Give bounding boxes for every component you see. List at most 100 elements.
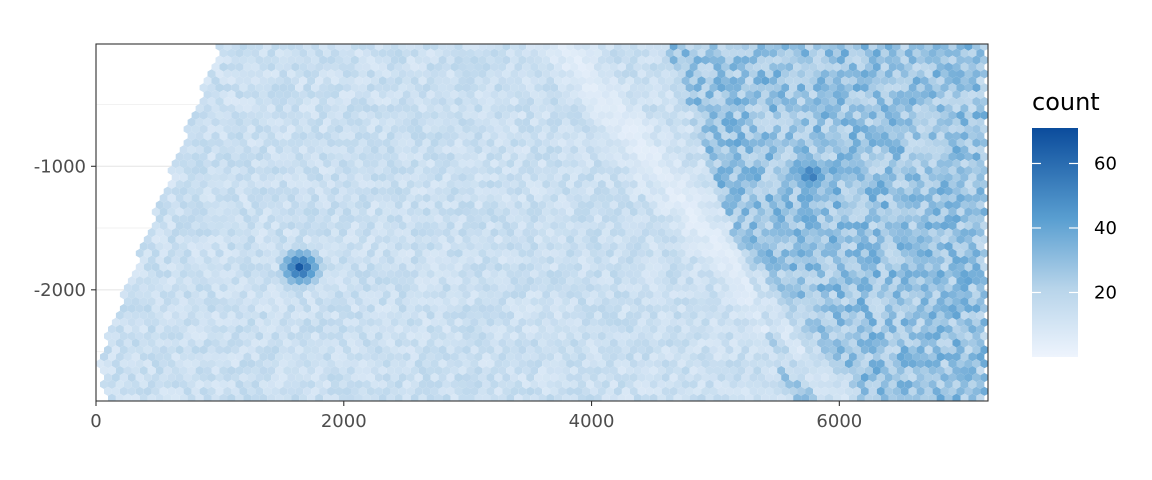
hex-cell	[637, 359, 646, 369]
hex-cell	[458, 366, 467, 376]
hex-cell	[617, 159, 626, 169]
hex-cell	[406, 165, 415, 176]
hex-cell	[609, 297, 618, 307]
hex-cell	[450, 366, 459, 376]
hex-cell	[542, 303, 551, 314]
hex-cell	[621, 317, 630, 327]
hex-cell	[868, 124, 877, 134]
hex-cell	[872, 200, 881, 210]
hex-cell	[944, 297, 953, 307]
hex-cell	[821, 83, 829, 93]
hex-cell	[633, 172, 642, 182]
hex-cell	[912, 90, 921, 100]
hex-cell	[617, 172, 626, 182]
hex-cell	[179, 159, 188, 169]
hex-cell	[912, 338, 921, 348]
hex-cell	[191, 248, 200, 258]
hex-cell	[295, 165, 304, 176]
hex-cell	[358, 262, 367, 272]
hex-cell	[147, 255, 156, 265]
hex-cell	[454, 179, 463, 189]
hex-cell	[287, 193, 296, 203]
hex-cell	[956, 138, 965, 148]
hex-cell	[271, 317, 280, 327]
hex-cell	[960, 310, 969, 320]
hex-cell	[653, 69, 662, 79]
hex-cell	[697, 241, 706, 251]
hex-cell	[498, 352, 507, 362]
hex-cell	[936, 228, 945, 238]
hex-cell	[876, 165, 885, 176]
hex-cell	[239, 55, 248, 65]
hex-cell	[514, 76, 523, 86]
hex-cell	[450, 214, 459, 224]
hex-cell	[295, 193, 304, 203]
hex-cell	[319, 110, 328, 120]
hex-cell	[498, 200, 507, 210]
hex-cell	[199, 96, 208, 107]
hex-cell	[797, 138, 806, 148]
hex-cell	[291, 62, 300, 72]
hex-cell	[315, 352, 324, 362]
hex-cell	[287, 165, 296, 176]
hex-cell	[713, 255, 722, 265]
hex-cell	[669, 234, 678, 245]
hex-cell	[203, 241, 212, 251]
hex-cell	[709, 345, 718, 355]
hex-cell	[685, 248, 694, 258]
hex-cell	[685, 303, 694, 314]
hex-cell	[920, 269, 929, 279]
hex-cell	[781, 110, 790, 120]
hex-cell	[283, 48, 292, 58]
hex-cell	[335, 331, 343, 341]
hex-cell	[621, 331, 630, 341]
hex-cell	[745, 255, 754, 265]
hex-cell	[749, 83, 758, 93]
hex-cell	[390, 83, 399, 93]
hex-cell	[327, 221, 335, 231]
hex-cell	[590, 110, 598, 120]
hex-cell	[749, 152, 758, 162]
hex-cell	[534, 69, 543, 79]
hex-cell	[426, 48, 435, 58]
hex-cell	[450, 145, 459, 155]
hex-cell	[566, 44, 574, 51]
hex-cell	[335, 55, 343, 65]
hex-cell	[733, 55, 742, 65]
hex-cell	[227, 228, 236, 238]
hex-cell	[191, 345, 200, 355]
hex-cell	[323, 186, 331, 196]
hex-cell	[538, 48, 547, 58]
hex-cell	[833, 269, 841, 279]
hex-cell	[534, 345, 543, 355]
hex-cell	[462, 165, 471, 176]
hex-cell	[434, 241, 443, 251]
hex-cell	[960, 117, 969, 127]
hex-cell	[562, 338, 571, 348]
hex-cell	[805, 248, 814, 258]
hex-cell	[382, 317, 391, 327]
hex-cell	[833, 103, 841, 113]
hex-cell	[482, 324, 491, 334]
hex-cell	[251, 48, 260, 58]
hex-cell	[175, 165, 184, 176]
hex-cell	[705, 90, 714, 100]
hex-cell	[159, 234, 168, 245]
hex-cell	[422, 359, 431, 369]
hex-cell	[299, 297, 308, 307]
hex-cell	[498, 214, 507, 224]
hex-cell	[195, 269, 204, 279]
hex-cell	[542, 124, 551, 134]
hex-cell	[868, 96, 877, 107]
hex-cell	[498, 186, 507, 196]
hex-cell	[366, 303, 375, 314]
hex-cell	[446, 83, 455, 93]
hex-cell	[769, 214, 778, 224]
hex-cell	[351, 96, 359, 107]
hex-cell	[279, 44, 288, 51]
hex-cell	[908, 124, 917, 134]
hex-cell	[749, 331, 758, 341]
hex-cell	[972, 290, 981, 300]
hex-cell	[908, 276, 917, 286]
hex-cell	[335, 303, 343, 314]
